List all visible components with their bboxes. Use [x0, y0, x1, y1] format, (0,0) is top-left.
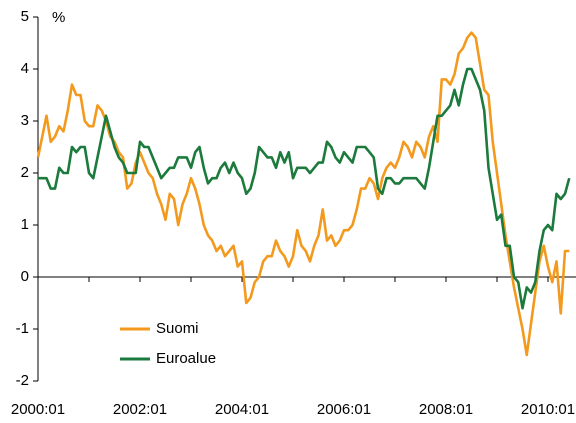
- legend-label: Suomi: [156, 320, 199, 337]
- x-tick-label: 2000:01: [11, 401, 65, 418]
- y-tick-label: -1: [16, 320, 29, 337]
- x-tick-label: 2010:01: [521, 401, 575, 418]
- y-tick-label: 1: [21, 216, 29, 233]
- y-axis-label: %: [52, 9, 65, 26]
- y-tick-label: 3: [21, 112, 29, 129]
- y-tick-label: -2: [16, 372, 29, 389]
- x-tick-label: 2008:01: [419, 401, 473, 418]
- x-tick-label: 2002:01: [113, 401, 167, 418]
- line-series: [38, 67, 571, 310]
- y-tick-label: 5: [21, 8, 29, 25]
- x-tick-label: 2006:01: [317, 401, 371, 418]
- y-tick-label: 4: [21, 60, 29, 77]
- line-series: [36, 31, 570, 357]
- legend-label: Euroalue: [156, 350, 216, 367]
- y-tick-label: 2: [21, 164, 29, 181]
- x-tick-label: 2004:01: [215, 401, 269, 418]
- y-tick-label: 0: [21, 268, 29, 285]
